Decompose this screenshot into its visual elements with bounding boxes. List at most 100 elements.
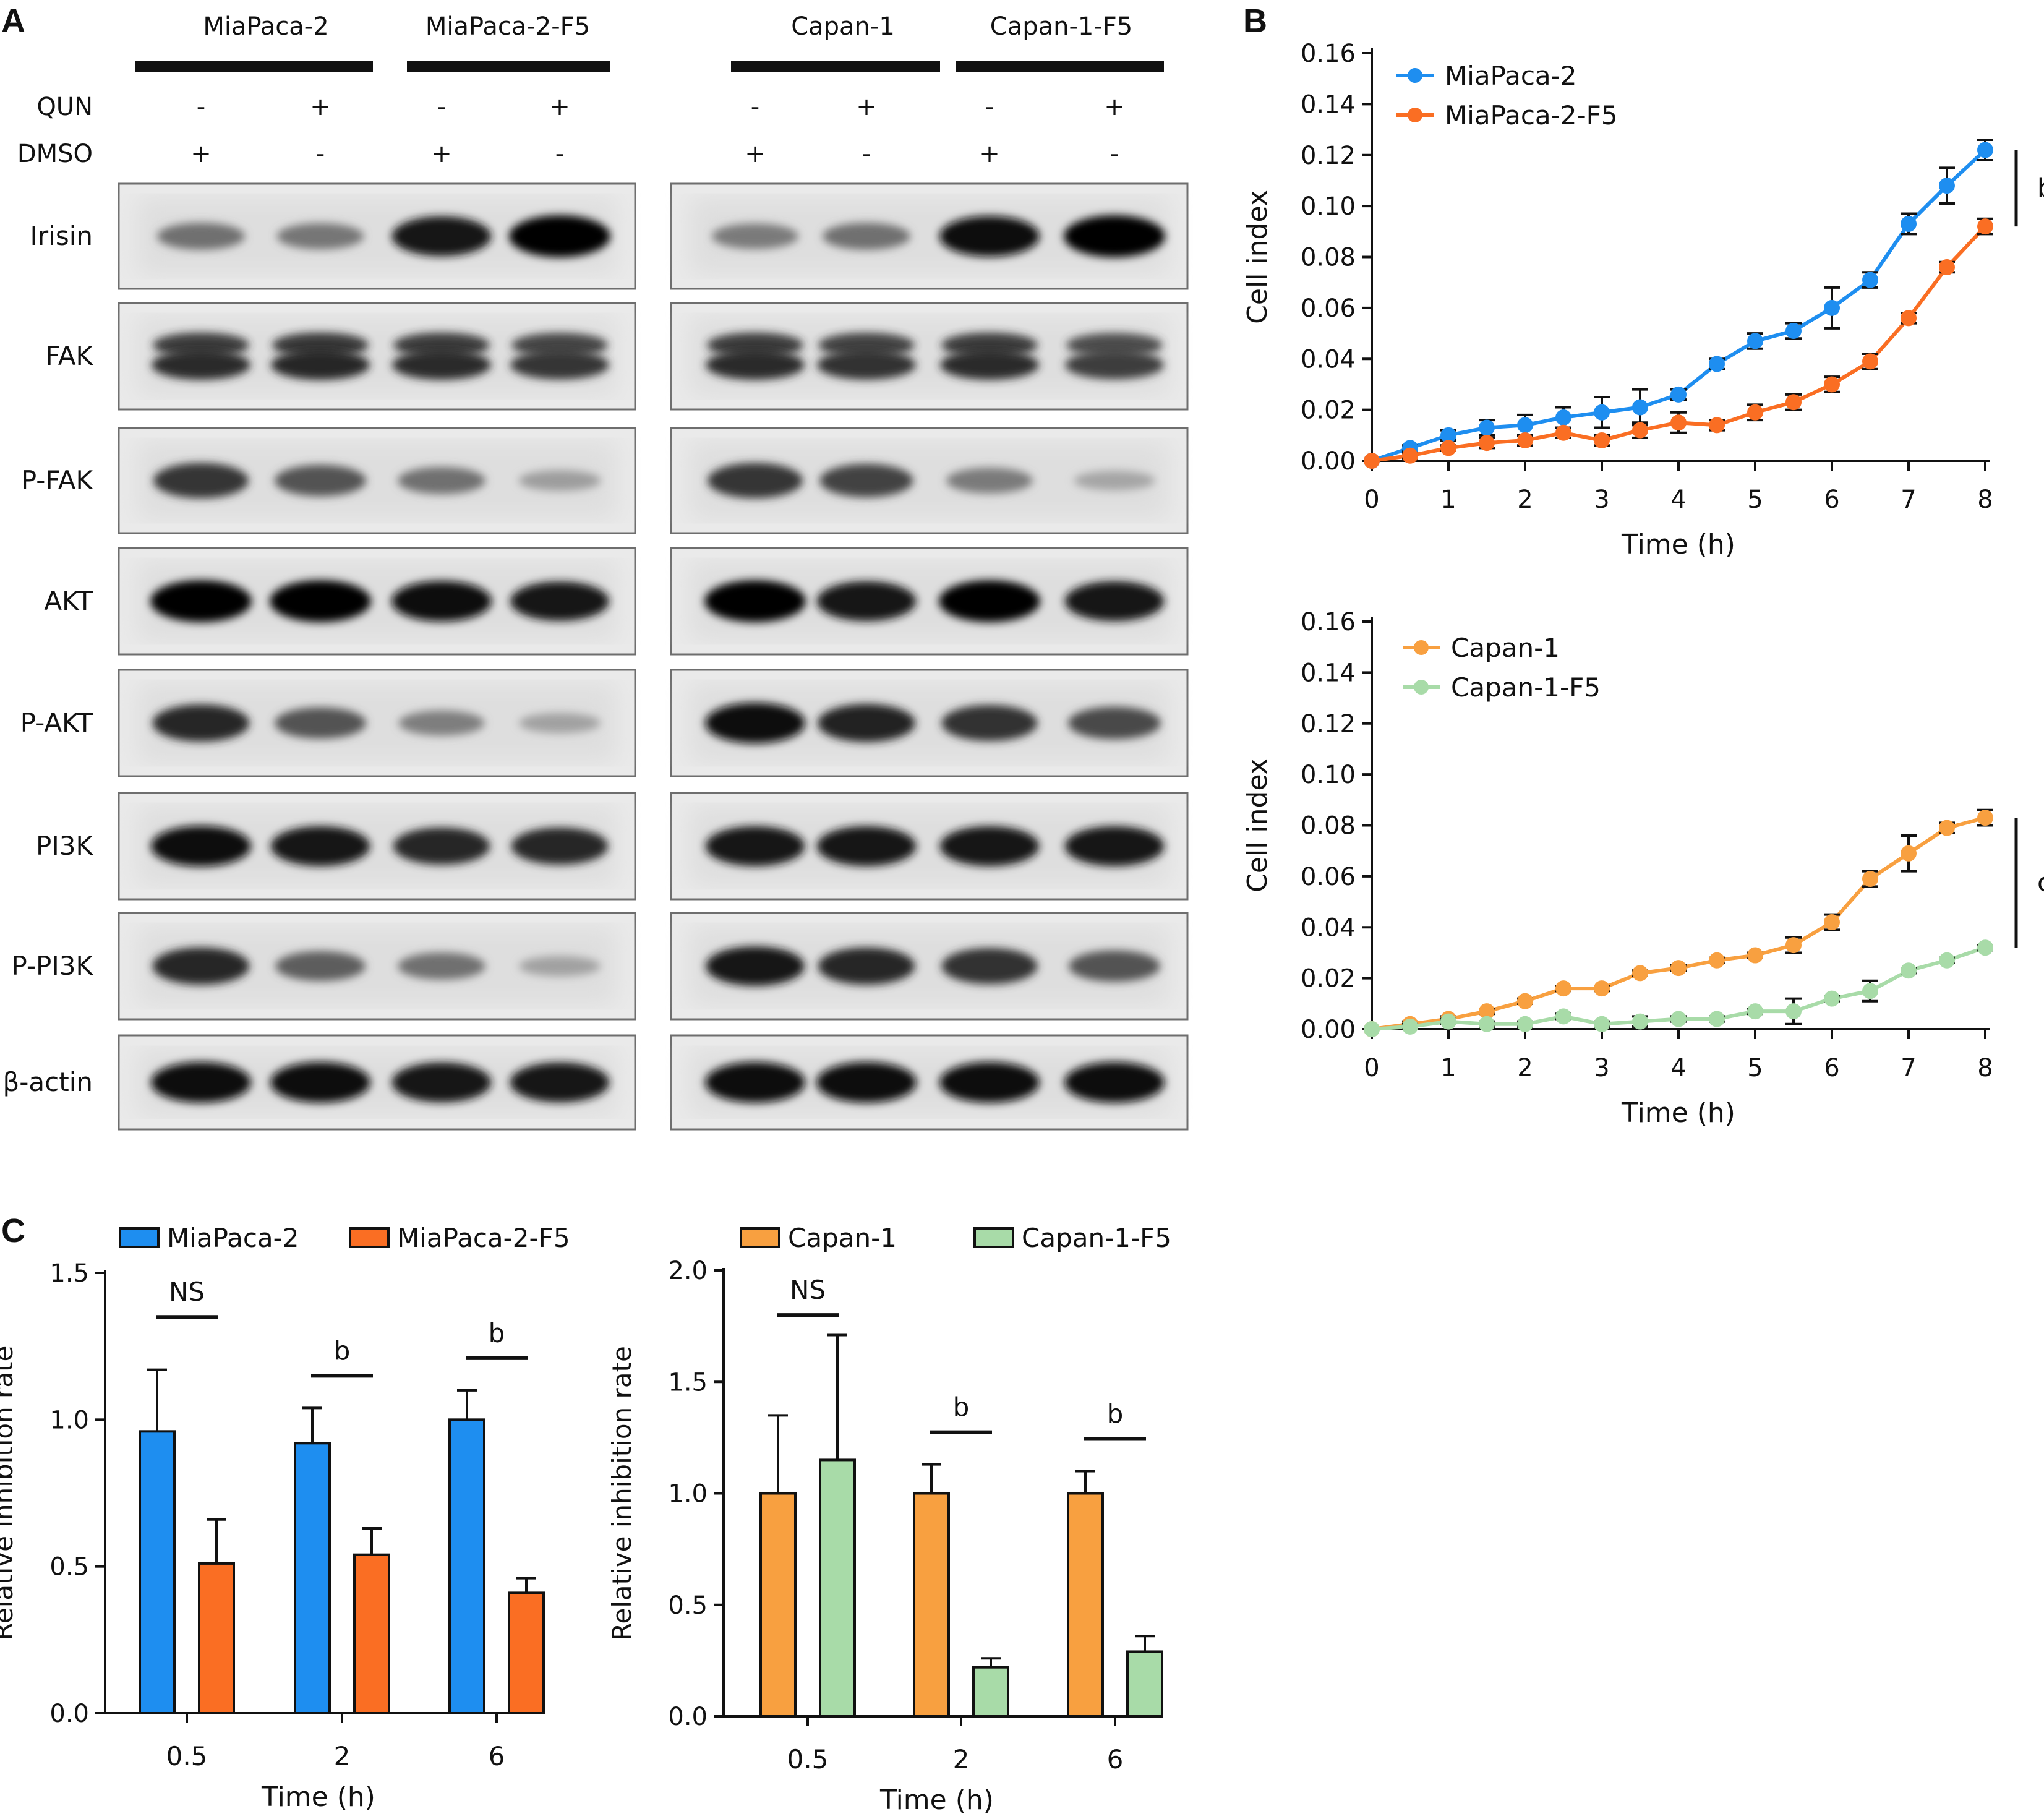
y-tick-label: 1.0: [49, 1406, 89, 1434]
blot-band: [1069, 950, 1160, 982]
x-tick-label: 5: [1747, 1054, 1763, 1082]
y-tick-label: 0.10: [1301, 192, 1356, 221]
data-point: [1824, 299, 1840, 316]
data-point: [1939, 178, 1955, 194]
blot-band: [1066, 333, 1163, 357]
x-tick-label: 4: [1670, 1054, 1686, 1082]
y-tick-label: 1.5: [49, 1259, 89, 1288]
x-tick-label: 6: [489, 1741, 505, 1771]
blot-band: [150, 580, 252, 622]
bar: [1067, 1492, 1104, 1718]
group-bar-right-1: [731, 61, 940, 72]
blot-band: [519, 713, 601, 734]
data-point: [1479, 1003, 1495, 1020]
dmso-sign: -: [555, 140, 564, 168]
dmso-sign: -: [316, 140, 325, 168]
blot-band: [706, 946, 805, 986]
group-label-left-1: MiaPaca-2: [203, 12, 328, 41]
x-tick-label: 0: [1364, 1054, 1379, 1082]
data-point: [1479, 435, 1495, 452]
blot-band: [1064, 581, 1165, 622]
data-point: [1901, 310, 1917, 327]
data-point: [1594, 404, 1610, 421]
x-tick-label: 6: [1824, 486, 1839, 514]
data-point: [1747, 333, 1763, 349]
dmso-sign: +: [745, 140, 766, 168]
y-tick-label: 0.14: [1301, 659, 1356, 687]
y-axis-label: Cell index: [1242, 758, 1273, 892]
blot-band: [818, 704, 915, 742]
x-tick-label: 7: [1901, 1054, 1916, 1082]
data-point: [1670, 960, 1687, 977]
legend-swatch: [119, 1227, 160, 1248]
y-tick-label: 1.0: [668, 1480, 708, 1509]
data-point: [1555, 409, 1571, 426]
blot-band: [823, 223, 910, 250]
blot-band: [939, 1062, 1040, 1103]
y-tick-label: 0.0: [668, 1703, 708, 1731]
y-tick-label: 0.04: [1301, 914, 1356, 942]
data-point: [1364, 453, 1380, 469]
blot-band: [705, 703, 805, 743]
data-point: [1977, 939, 1993, 956]
data-point: [1824, 914, 1840, 931]
blot-panel: [118, 182, 636, 290]
blot-band: [152, 704, 250, 742]
blot-band: [391, 581, 492, 622]
blot-panel: [670, 302, 1189, 411]
western-blot: Irisin FAK P-FAK AKT P-AKT PI3K P-PI3K β-actin: [2, 182, 1189, 1131]
legend-swatch: [349, 1227, 390, 1248]
data-point: [1747, 1003, 1763, 1020]
data-point: [1402, 447, 1418, 464]
group-label-left-2: MiaPaca-2-F5: [425, 12, 590, 41]
blot-band: [510, 350, 609, 380]
dmso-sign: +: [979, 140, 1000, 168]
blot-band: [510, 1062, 610, 1103]
blot-band: [817, 350, 916, 380]
qun-label: QUN: [36, 93, 93, 121]
data-point: [1824, 376, 1840, 393]
protein-label: P-PI3K: [11, 951, 93, 981]
blot-band: [398, 467, 485, 494]
data-point: [1901, 215, 1917, 232]
legend-label: MiaPaca-2-F5: [397, 1223, 570, 1253]
protein-label: PI3K: [36, 831, 93, 861]
y-tick-label: 0.04: [1301, 345, 1356, 374]
blot-band: [818, 947, 915, 985]
y-tick-label: 0.08: [1301, 244, 1356, 272]
x-tick-label: 0: [1364, 486, 1379, 514]
blot-band: [704, 580, 806, 622]
data-point: [1785, 322, 1802, 339]
y-tick-label: 0.08: [1301, 812, 1356, 841]
significance-label: c: [2037, 867, 2044, 897]
group-label-right-1: Capan-1: [791, 12, 895, 41]
bar-chart-miapaca: 0.0 0.5 1.0 1.5 Relative inhibition rate Time…: [0, 1223, 570, 1813]
data-point: [1479, 1016, 1495, 1032]
y-tick-label: 0.02: [1301, 965, 1356, 993]
data-point: [1479, 419, 1495, 436]
x-tick-label: 3: [1594, 486, 1609, 514]
bar: [448, 1418, 485, 1714]
bar: [139, 1430, 176, 1715]
dmso-sign: -: [1110, 140, 1119, 168]
data-point: [1977, 142, 1993, 158]
significance-label: b: [1107, 1398, 1124, 1429]
protein-label: FAK: [45, 341, 93, 371]
blot-panel: [118, 1034, 636, 1131]
blot-band: [939, 826, 1040, 867]
blot-band: [511, 827, 609, 865]
qun-sign: -: [751, 93, 759, 121]
y-tick-label: 0.14: [1301, 90, 1356, 119]
blot-band: [275, 464, 366, 497]
y-tick-label: 0.06: [1301, 863, 1356, 891]
x-axis-label: Time (h): [1621, 529, 1735, 560]
blot-band: [1068, 706, 1161, 740]
blot-panel: [118, 669, 636, 777]
x-tick-label: 3: [1594, 1054, 1609, 1082]
blot-band: [1064, 215, 1165, 257]
blot-band: [941, 948, 1038, 985]
data-point: [1555, 1008, 1571, 1025]
data-point: [1785, 394, 1802, 411]
bar: [913, 1492, 950, 1718]
data-point: [1517, 1016, 1533, 1032]
